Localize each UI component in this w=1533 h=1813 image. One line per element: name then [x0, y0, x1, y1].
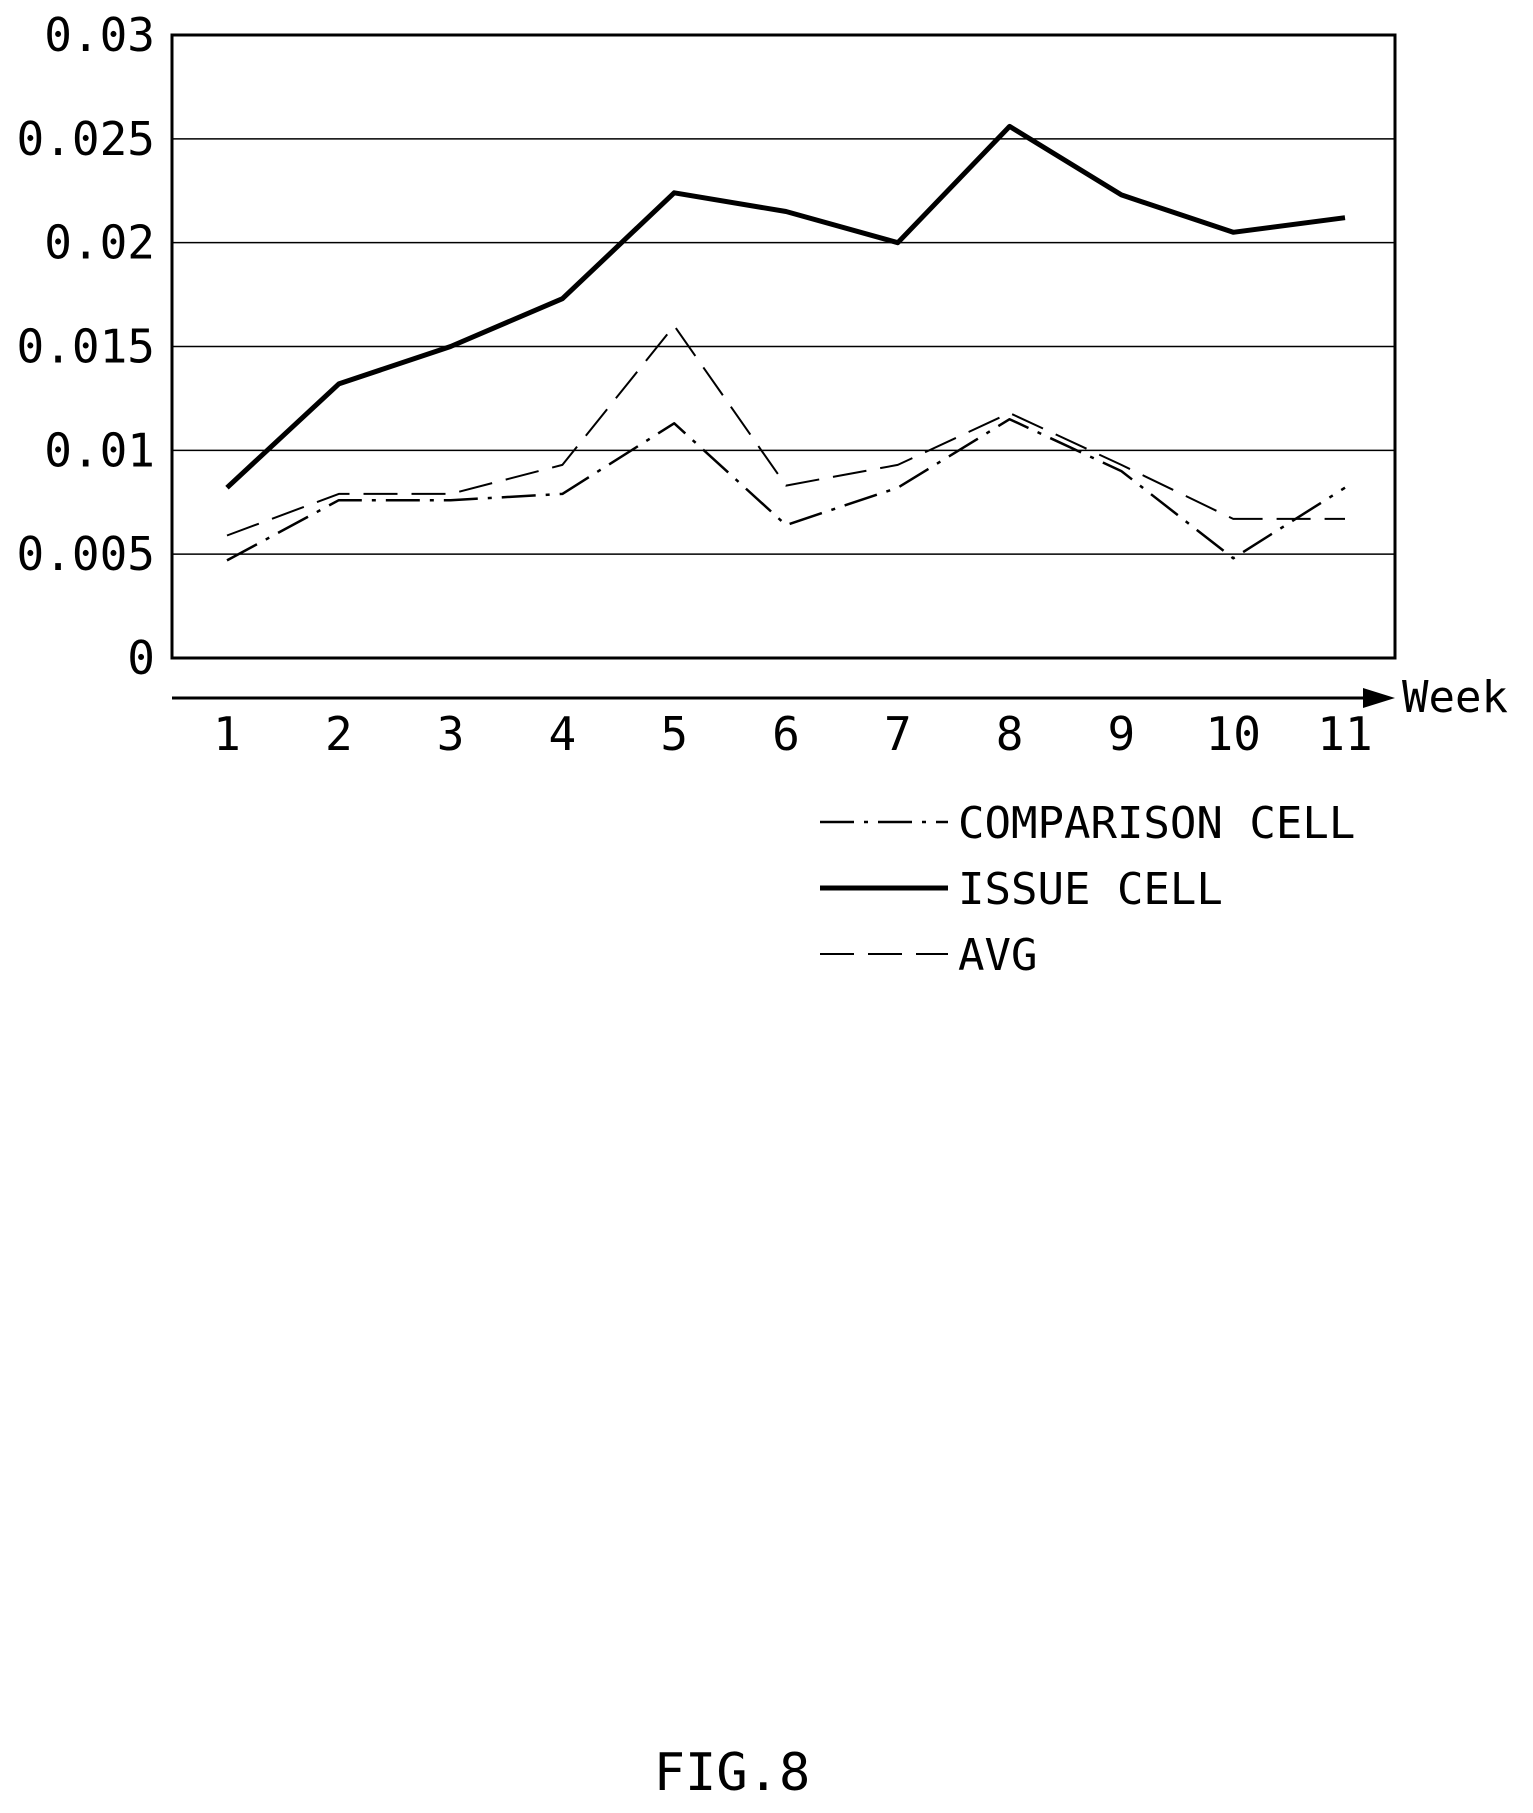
- legend: COMPARISON CELL ISSUE CELL AVG: [820, 798, 1355, 981]
- legend-label: ISSUE CELL: [958, 864, 1223, 915]
- y-tick-label: 0.03: [44, 8, 155, 62]
- x-axis-arrow-icon: [1363, 688, 1395, 708]
- y-tick-label: 0: [127, 631, 155, 685]
- x-tick-label: 1: [213, 707, 241, 761]
- x-axis-ticks: 1 2 3 4 5 6 7 8 9 10 11: [213, 707, 1373, 761]
- y-tick-label: 0.01: [44, 423, 155, 477]
- y-tick-label: 0.02: [44, 216, 155, 270]
- y-tick-label: 0.025: [17, 112, 155, 166]
- x-tick-label: 3: [437, 707, 465, 761]
- x-tick-label: 2: [325, 707, 353, 761]
- x-tick-label: 10: [1206, 707, 1261, 761]
- legend-label: AVG: [958, 930, 1037, 981]
- plot-frame: [170, 33, 1397, 660]
- series-line: [225, 123, 1346, 490]
- legend-label: COMPARISON CELL: [958, 798, 1355, 849]
- series-line: [226, 324, 1345, 537]
- x-tick-label: 9: [1108, 707, 1136, 761]
- x-tick-label: 5: [660, 707, 688, 761]
- y-tick-label: 0.015: [17, 320, 155, 374]
- x-tick-label: 4: [549, 707, 577, 761]
- y-axis-ticks: 0 0.005 0.01 0.015 0.02 0.025 0.03: [17, 8, 155, 685]
- figure-label: FIG.8: [654, 1743, 811, 1803]
- x-tick-label: 7: [884, 707, 912, 761]
- x-axis: Week: [172, 672, 1508, 723]
- series-lines: [225, 123, 1346, 562]
- y-tick-label: 0.005: [17, 527, 155, 581]
- x-tick-label: 6: [772, 707, 800, 761]
- x-axis-label: Week: [1402, 672, 1508, 723]
- x-tick-label: 8: [996, 707, 1024, 761]
- x-tick-label: 11: [1317, 707, 1372, 761]
- grid-lines: [172, 138, 1395, 555]
- series-line: [226, 417, 1346, 562]
